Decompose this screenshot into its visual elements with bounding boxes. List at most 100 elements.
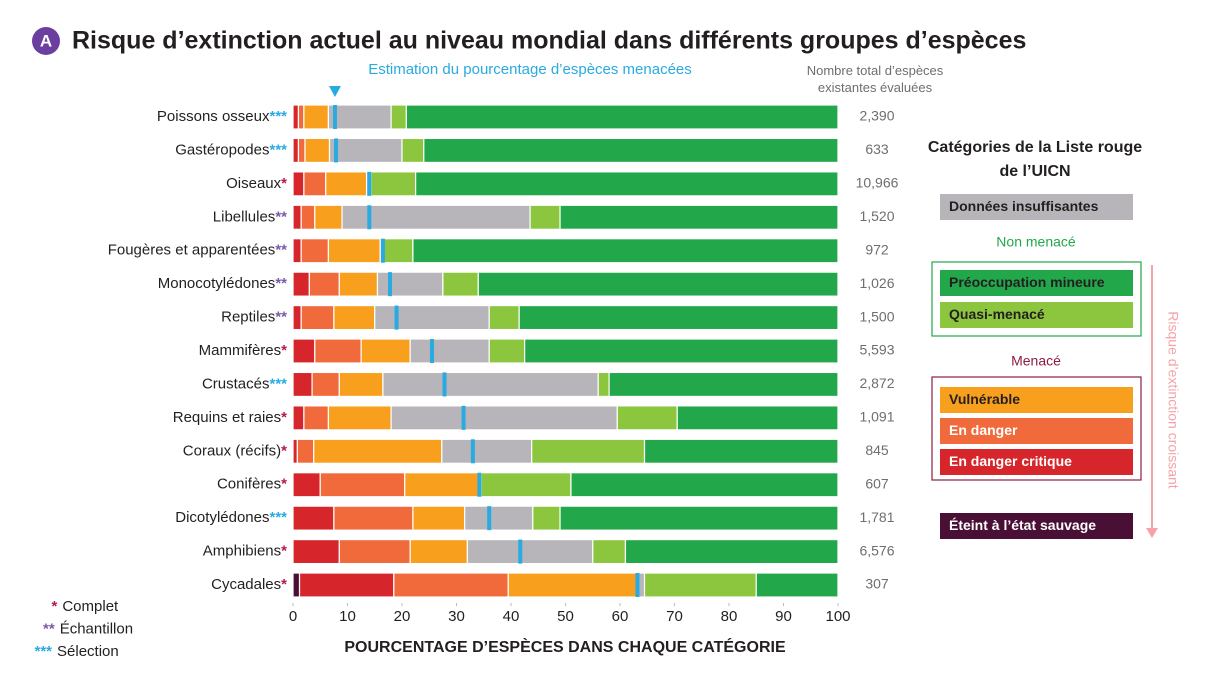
total-label: 1,520 bbox=[859, 208, 894, 224]
legend-label: En danger bbox=[949, 422, 1018, 438]
category-name: Reptiles bbox=[221, 309, 275, 326]
x-tick-label: 80 bbox=[721, 608, 738, 625]
x-tick-label: 100 bbox=[825, 608, 850, 625]
estimate-marker bbox=[367, 205, 372, 230]
estimate-marker bbox=[367, 171, 372, 196]
bar-segment bbox=[314, 204, 343, 230]
category-name: Crustacés bbox=[202, 375, 270, 392]
category-name: Oiseaux bbox=[226, 175, 282, 192]
bar-segment bbox=[608, 371, 839, 398]
bar-segment bbox=[477, 271, 839, 297]
category-mark: * bbox=[281, 342, 287, 359]
category-mark: ** bbox=[275, 208, 287, 225]
bar-segment bbox=[292, 271, 310, 297]
estimate-marker bbox=[477, 472, 482, 497]
category-label: Dicotylédones*** bbox=[175, 509, 287, 526]
x-tick-label: 50 bbox=[557, 608, 574, 625]
category-mark: * bbox=[281, 409, 287, 426]
total-label: 845 bbox=[865, 442, 889, 458]
category-name: Monocotylédones bbox=[158, 275, 276, 292]
bar-segment bbox=[676, 405, 839, 431]
bar-segment bbox=[292, 137, 300, 164]
estimate-marker bbox=[461, 405, 466, 430]
bar-segment bbox=[390, 405, 618, 431]
bar-segment bbox=[423, 137, 839, 164]
category-mark: * bbox=[281, 476, 287, 493]
bar-segment bbox=[292, 438, 298, 464]
bar-segment bbox=[531, 438, 646, 464]
bar-segment bbox=[401, 137, 425, 164]
bar-segment bbox=[570, 472, 839, 498]
bar-segment bbox=[532, 505, 561, 531]
total-label: 1,091 bbox=[859, 409, 894, 425]
category-label: Coraux (récifs)* bbox=[183, 442, 287, 459]
bar-segment bbox=[292, 338, 316, 364]
estimate-marker bbox=[518, 539, 523, 564]
bar-segment bbox=[304, 137, 331, 164]
legend-swatch bbox=[940, 418, 1133, 444]
total-label: 2,390 bbox=[859, 108, 894, 124]
bar-segment bbox=[412, 505, 466, 531]
bar-segment bbox=[313, 438, 443, 464]
x-axis-title: POURCENTAGE D’ESPÈCES DANS CHAQUE CATÉGO… bbox=[344, 637, 786, 656]
category-mark: * bbox=[281, 576, 287, 593]
bar-segment bbox=[311, 371, 340, 398]
legend-label: Préoccupation mineure bbox=[949, 274, 1105, 290]
bar-segment bbox=[327, 405, 392, 431]
bar-segment bbox=[327, 104, 392, 130]
x-tick-label: 30 bbox=[448, 608, 465, 625]
bar-segment bbox=[376, 271, 444, 297]
category-mark: * bbox=[281, 543, 287, 560]
x-tick-label: 90 bbox=[775, 608, 792, 625]
bar-segment bbox=[327, 238, 381, 264]
total-label: 1,500 bbox=[859, 308, 894, 324]
note-mark: * bbox=[52, 598, 58, 615]
bar-segment bbox=[480, 472, 572, 498]
bar-segment bbox=[338, 371, 384, 398]
x-tick-label: 40 bbox=[503, 608, 520, 625]
bar-segment bbox=[404, 472, 479, 498]
bar-segment bbox=[303, 104, 330, 130]
bar-segment bbox=[303, 405, 330, 431]
x-tick-label: 60 bbox=[612, 608, 629, 625]
bar-segment bbox=[296, 438, 315, 464]
legend-label: Quasi-menacé bbox=[949, 306, 1045, 322]
total-label: 2,872 bbox=[859, 375, 894, 391]
bar-segment bbox=[298, 572, 395, 598]
category-mark: *** bbox=[269, 375, 287, 392]
legend-group: Non menacé bbox=[996, 234, 1076, 250]
bar-segment bbox=[292, 472, 321, 498]
estimate-marker bbox=[394, 305, 399, 330]
category-label: Fougères et apparentées** bbox=[108, 242, 287, 259]
bar-segment bbox=[393, 572, 509, 598]
bar-segment bbox=[374, 304, 490, 331]
bar-segment bbox=[333, 505, 414, 531]
category-name: Amphibiens bbox=[203, 543, 281, 560]
risk-arrow-head bbox=[1146, 528, 1158, 538]
bar-segment bbox=[405, 104, 839, 130]
bar-segment bbox=[524, 338, 839, 364]
category-name: Poissons osseux bbox=[157, 108, 270, 125]
bar-segment bbox=[616, 405, 678, 431]
bar-segment bbox=[390, 104, 407, 130]
category-label: Oiseaux* bbox=[226, 175, 287, 192]
legend-swatch bbox=[940, 387, 1133, 413]
legend-label: Données insuffisantes bbox=[949, 198, 1099, 214]
bar-segment bbox=[297, 137, 306, 164]
legend-swatch bbox=[940, 302, 1133, 328]
bar-segment bbox=[643, 438, 839, 464]
estimate-marker bbox=[380, 238, 385, 263]
note-label: Complet bbox=[62, 598, 119, 615]
bar-segment bbox=[370, 171, 417, 197]
total-label: 5,593 bbox=[859, 342, 894, 358]
estimate-marker bbox=[332, 105, 337, 129]
bar-segment bbox=[292, 104, 300, 130]
bar-segment bbox=[338, 538, 411, 565]
bar-segment bbox=[412, 238, 839, 264]
category-label: Reptiles** bbox=[221, 309, 287, 326]
category-mark: *** bbox=[269, 108, 287, 125]
bar-segment bbox=[319, 472, 406, 498]
bar-segment bbox=[325, 171, 368, 197]
